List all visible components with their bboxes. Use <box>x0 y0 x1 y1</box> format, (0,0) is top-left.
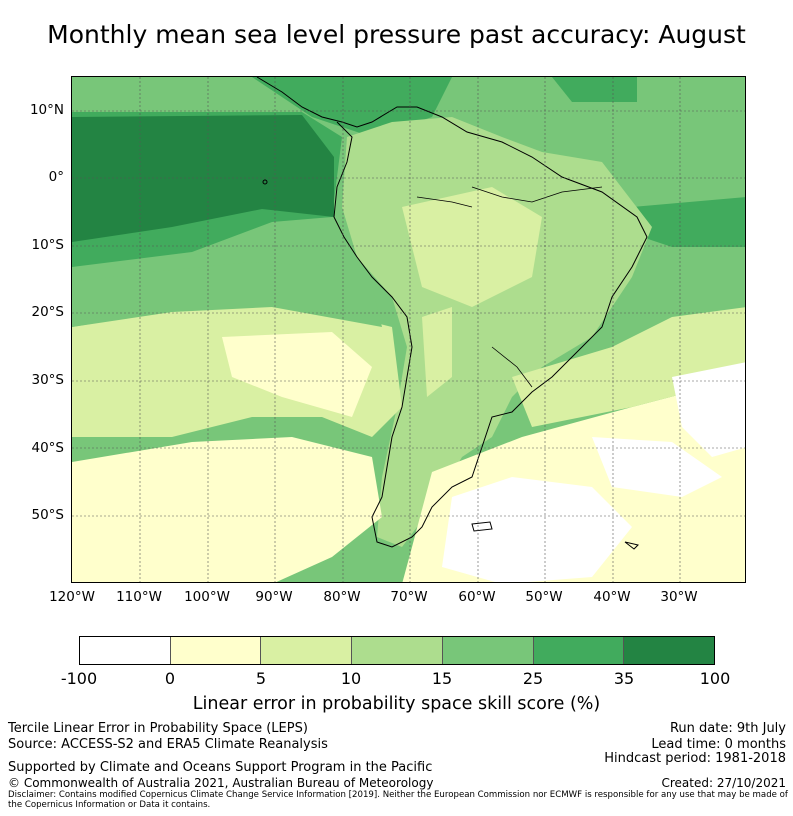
colorbar-seg-2 <box>170 637 262 664</box>
page-title: Monthly mean sea level pressure past acc… <box>47 20 746 49</box>
lon-label-110w: 110°W <box>116 589 162 605</box>
lat-label-50s: 50°S <box>31 507 65 523</box>
lon-label-100w: 100°W <box>184 589 230 605</box>
footer-source: Source: ACCESS-S2 and ERA5 Climate Reana… <box>8 737 328 752</box>
colorbar-seg-7 <box>624 637 715 664</box>
colorbar <box>79 636 715 665</box>
lon-label-60w: 60°W <box>458 589 496 605</box>
footer-method: Tercile Linear Error in Probability Spac… <box>8 721 308 736</box>
colorbar-tick: 25 <box>522 669 544 688</box>
lat-label-0: 0° <box>48 169 64 185</box>
lat-label-30s: 30°S <box>31 372 65 388</box>
colorbar-tick: 100 <box>699 669 731 688</box>
colorbar-seg-1 <box>80 637 171 664</box>
lon-label-90w: 90°W <box>255 589 293 605</box>
colorbar-tick: -100 <box>60 669 98 688</box>
colorbar-seg-6 <box>533 637 625 664</box>
colorbar-tick: 35 <box>613 669 635 688</box>
lat-label-20s: 20°S <box>31 304 65 320</box>
footer-lead-time: Lead time: 0 months <box>651 737 786 752</box>
lon-label-120w: 120°W <box>49 589 95 605</box>
colorbar-seg-3 <box>261 637 353 664</box>
colorbar-label: Linear error in probability space skill … <box>192 694 601 714</box>
lat-label-40s: 40°S <box>31 440 65 456</box>
colorbar-tick: 5 <box>255 669 267 688</box>
skill-map-canvas <box>72 77 745 582</box>
lat-label-10n: 10°N <box>29 102 64 118</box>
lon-label-70w: 70°W <box>390 589 428 605</box>
footer-created: Created: 27/10/2021 <box>661 776 786 790</box>
lon-label-30w: 30°W <box>660 589 698 605</box>
footer-hindcast: Hindcast period: 1981-2018 <box>604 751 786 766</box>
lon-label-80w: 80°W <box>323 589 361 605</box>
lon-label-40w: 40°W <box>593 589 631 605</box>
footer-disclaimer: Disclaimer: Contains modified Copernicus… <box>8 790 788 810</box>
colorbar-seg-5 <box>442 637 534 664</box>
footer-run-date: Run date: 9th July <box>669 721 786 736</box>
colorbar-seg-4 <box>352 637 443 664</box>
lon-label-50w: 50°W <box>525 589 563 605</box>
colorbar-tick: 10 <box>340 669 362 688</box>
lat-label-10s: 10°S <box>31 237 65 253</box>
footer-copyright: © Commonwealth of Australia 2021, Austra… <box>8 776 434 790</box>
footer-supported: Supported by Climate and Oceans Support … <box>8 760 433 775</box>
colorbar-tick: 0 <box>164 669 176 688</box>
skill-map[interactable] <box>71 76 746 583</box>
colorbar-tick: 15 <box>431 669 453 688</box>
